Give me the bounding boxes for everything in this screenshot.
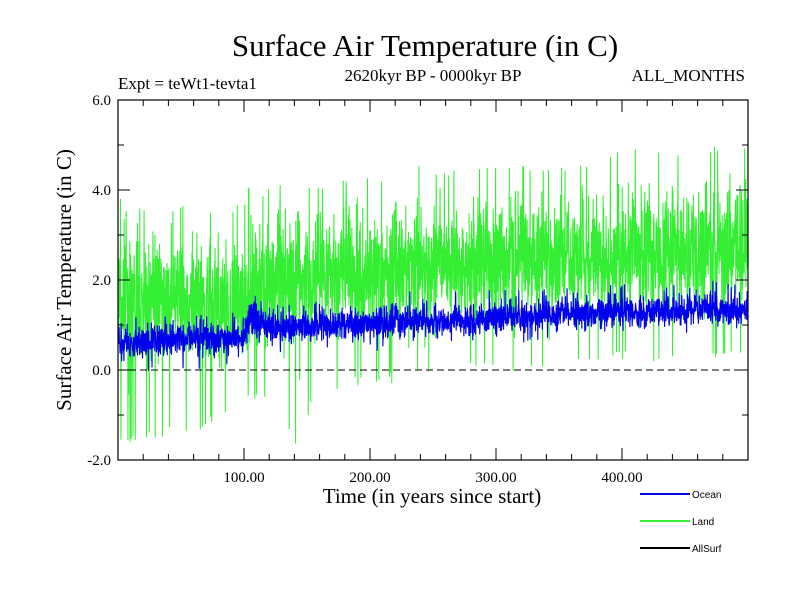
x-tick-label: 200.00	[349, 470, 390, 486]
y-tick-label: 6.0	[92, 93, 111, 109]
y-tick-label: 0.0	[92, 363, 111, 379]
y-axis-label: Surface Air Temperature (in C)	[52, 149, 76, 411]
x-axis-label: Time (in years since start)	[323, 484, 542, 508]
y-tick-label: -2.0	[87, 453, 111, 469]
x-tick-label: 300.00	[475, 470, 516, 486]
series-line-land	[118, 147, 748, 444]
legend-label-allsurf: AllSurf	[692, 544, 722, 555]
months-label: ALL_MONTHS	[632, 66, 745, 85]
y-tick-label: 2.0	[92, 273, 111, 289]
tick-layer: 100.00 200.00 300.00 400.00 -2.0 0.0 2.0 4.0 6.0	[87, 93, 748, 486]
legend: Ocean Land AllSurf	[640, 490, 722, 555]
y-tick-label: 4.0	[92, 183, 111, 199]
chart-title: Surface Air Temperature (in C)	[232, 28, 618, 63]
plot-area: 100.00 200.00 300.00 400.00 -2.0 0.0 2.0 4.0 6.0	[87, 93, 749, 486]
series-layer	[118, 147, 748, 444]
time-range-label: 2620kyr BP - 0000kyr BP	[345, 66, 522, 85]
legend-label-land: Land	[692, 517, 714, 528]
legend-label-ocean: Ocean	[692, 490, 721, 501]
x-tick-label: 100.00	[223, 470, 264, 486]
experiment-label: Expt = teWt1-tevta1	[118, 74, 257, 93]
x-tick-label: 400.00	[601, 470, 642, 486]
series-line-ocean	[118, 280, 748, 371]
